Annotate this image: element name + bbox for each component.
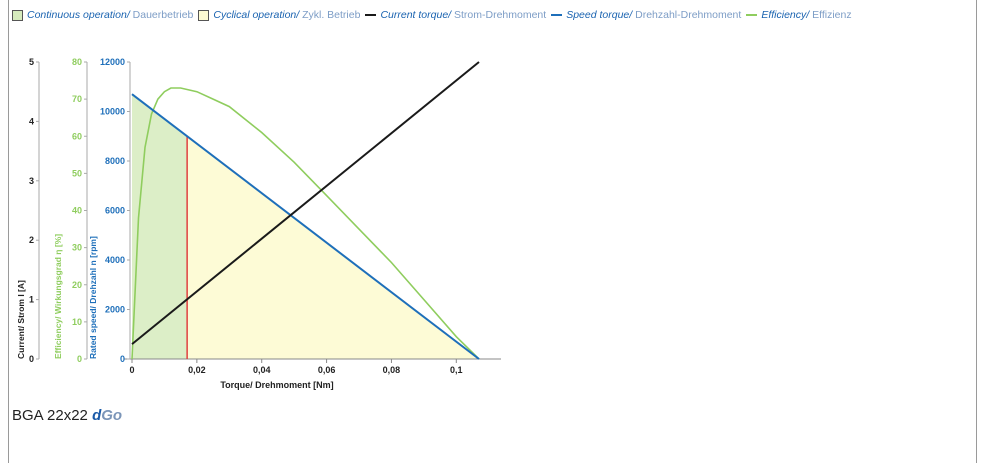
legend-current-en: Current torque xyxy=(380,9,449,21)
speed-tick-label: 2000 xyxy=(105,305,125,315)
current-tick-label: 5 xyxy=(29,57,34,67)
legend-item-speed: Speed torque / Drehzahl-Drehmoment xyxy=(551,9,741,21)
speed-tick-label: 8000 xyxy=(105,156,125,166)
speed-tick-label: 10000 xyxy=(100,107,125,117)
x-tick-label: 0,02 xyxy=(188,365,206,375)
legend-efficiency-en: Efficiency xyxy=(761,9,807,21)
x-tick-label: 0 xyxy=(129,365,134,375)
speed-tick-label: 12000 xyxy=(100,57,125,67)
efficiency-tick-label: 80 xyxy=(72,57,82,67)
continuous-operation-area xyxy=(132,94,188,360)
current-torque-line xyxy=(131,61,480,345)
current-tick-label: 4 xyxy=(29,116,34,126)
efficiency-tick-label: 0 xyxy=(77,354,82,364)
product-caption: BGA 22x22 dGo xyxy=(12,407,122,424)
efficiency-curve xyxy=(131,87,480,360)
motor-characteristic-chart: 0 0,02 0,04 0,06 0,08 0,1 Torque/ Drehmoment [… xyxy=(16,57,501,390)
legend-continuous-en: Continuous operation xyxy=(27,9,127,21)
x-tick-label: 0,06 xyxy=(318,365,336,375)
efficiency-axis-label: Efficiency/ Wirkungsgrad η [%] xyxy=(53,234,63,359)
current-torque-swatch xyxy=(365,14,377,16)
legend-item-current: Current torque / Strom-Drehmoment xyxy=(365,9,546,21)
cyclical-operation-swatch xyxy=(198,9,210,21)
legend-efficiency-de: Effizienz xyxy=(812,9,852,21)
brand-logo: dGo xyxy=(92,407,123,424)
legend-cyclical-de: Zykl. Betrieb xyxy=(302,9,361,21)
efficiency-tick-label: 40 xyxy=(72,206,82,216)
legend-item-cyclical: Cyclical operation / Zykl. Betrieb xyxy=(198,9,360,21)
efficiency-tick-label: 30 xyxy=(72,243,82,253)
speed-axis-label: Rated speed/ Drehzahl n [rpm] xyxy=(88,236,98,359)
x-tick-label: 0,08 xyxy=(383,365,401,375)
legend-item-efficiency: Efficiency / Effizienz xyxy=(746,9,852,21)
chart-panel xyxy=(8,0,977,463)
current-tick-label: 0 xyxy=(29,354,34,364)
efficiency-swatch xyxy=(746,14,758,16)
efficiency-tick-label: 60 xyxy=(72,131,82,141)
legend-speed-de: Drehzahl-Drehmoment xyxy=(635,9,742,21)
speed-tick-label: 6000 xyxy=(105,206,125,216)
efficiency-tick-label: 10 xyxy=(72,317,82,327)
continuous-operation-swatch xyxy=(12,9,23,21)
x-tick-label: 0,04 xyxy=(253,365,271,375)
current-tick-label: 2 xyxy=(29,235,34,245)
legend-current-de: Strom-Drehmoment xyxy=(454,9,547,21)
product-model: BGA 22x22 xyxy=(12,407,88,424)
legend-item-continuous: Continuous operation / Dauerbetrieb xyxy=(12,9,193,21)
speed-tick-label: 4000 xyxy=(105,255,125,265)
speed-torque-swatch xyxy=(551,14,563,16)
efficiency-tick-label: 20 xyxy=(72,280,82,290)
speed-torque-line xyxy=(131,93,480,360)
efficiency-tick-label: 70 xyxy=(72,94,82,104)
current-axis-label: Current/ Strom I [A] xyxy=(16,280,26,359)
legend-continuous-de: Dauerbetrieb xyxy=(132,9,194,21)
efficiency-tick-label: 50 xyxy=(72,168,82,178)
x-tick-label: 0,1 xyxy=(450,365,463,375)
current-tick-label: 3 xyxy=(29,176,34,186)
chart-legend: Continuous operation / Dauerbetrieb Cycli… xyxy=(12,6,977,24)
current-tick-label: 1 xyxy=(29,295,34,305)
legend-cyclical-en: Cyclical operation xyxy=(213,9,297,21)
legend-speed-en: Speed torque xyxy=(566,9,630,21)
x-axis-label: Torque/ Drehmoment [Nm] xyxy=(220,380,333,390)
speed-tick-label: 0 xyxy=(120,354,125,364)
